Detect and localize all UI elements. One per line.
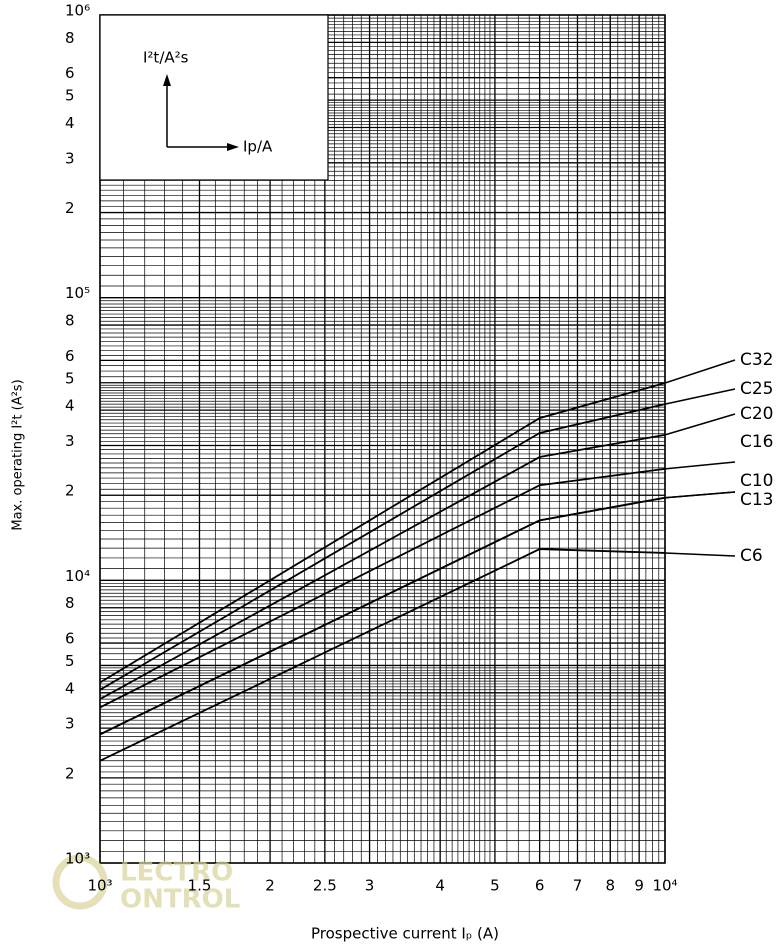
series-line [99, 434, 666, 700]
x-tick-label: 3 [365, 877, 375, 895]
x-tick-label: 9 [634, 877, 644, 895]
x-tick-label: 7 [573, 877, 583, 895]
series-line [99, 496, 666, 736]
inset-arrowhead [227, 143, 239, 151]
y-tick-label: 2 [65, 199, 75, 217]
x-tick-label: 1.5 [188, 877, 212, 895]
y-tick-label: 4 [65, 114, 75, 132]
leader-line [664, 413, 736, 436]
series-label: C13 [740, 490, 774, 510]
leader-line [664, 552, 736, 557]
leader-line [664, 388, 736, 405]
grid [99, 14, 666, 864]
y-tick-label: 5 [65, 87, 75, 105]
y-tick-label: 5 [65, 652, 75, 670]
series-line [99, 403, 666, 691]
x-tick-label: 4 [435, 877, 445, 895]
y-tick-label: 2 [65, 764, 75, 782]
x-tick-label: 10⁴ [652, 877, 677, 895]
series-label: C32 [740, 350, 774, 370]
leader-line [664, 491, 736, 499]
leader-line [664, 461, 736, 470]
inset-box [99, 14, 329, 181]
y-tick-label: 6 [65, 347, 75, 365]
series-label: C6 [740, 546, 763, 566]
plot-frame [99, 14, 666, 864]
y-tick-label: 3 [65, 715, 75, 733]
y-tick-label: 10³ [65, 850, 90, 868]
series-line [99, 382, 666, 684]
y-axis-label: Max. operating I²t (A²s) [11, 379, 26, 530]
y-tick-label: 4 [65, 397, 75, 415]
x-tick-label: 10³ [87, 877, 112, 895]
y-tick-label: 6 [65, 64, 75, 82]
x-tick-label: 2 [265, 877, 275, 895]
watermark: LECTRO [120, 858, 233, 888]
series-label: C16 [740, 432, 774, 452]
y-tick-label: 8 [65, 594, 75, 612]
series-line [99, 548, 666, 762]
y-tick-label: 10⁶ [65, 2, 90, 20]
inset-arrowhead [163, 74, 171, 86]
y-tick-label: 4 [65, 679, 75, 697]
watermark-logo [52, 854, 108, 910]
y-tick-label: 2 [65, 482, 75, 500]
series-label: C10 [740, 471, 774, 491]
y-tick-label: 6 [65, 630, 75, 648]
y-tick-label: 8 [65, 29, 75, 47]
x-tick-label: 8 [605, 877, 615, 895]
x-tick-label: 2.5 [313, 877, 337, 895]
y-tick-label: 5 [65, 369, 75, 387]
y-tick-label: 10⁵ [65, 284, 90, 302]
series-group [99, 359, 736, 762]
x-tick-label: 5 [490, 877, 500, 895]
series-line [99, 467, 666, 709]
y-tick-label: 3 [65, 432, 75, 450]
y-tick-label: 10⁴ [65, 567, 90, 585]
series-label: C20 [740, 404, 774, 424]
y-tick-label: 3 [65, 149, 75, 167]
inset-y-label: I²t/A²s [143, 49, 189, 67]
x-tick-label: 6 [535, 877, 545, 895]
x-axis-label: Prospective current Iₚ (A) [311, 925, 499, 943]
watermark: ONTROL [120, 885, 240, 915]
series-label: C25 [740, 379, 774, 399]
inset-x-label: Ip/A [243, 138, 273, 156]
y-tick-label: 8 [65, 312, 75, 330]
inset: I²t/A²s Ip/A [99, 14, 329, 181]
leader-line [664, 359, 736, 384]
